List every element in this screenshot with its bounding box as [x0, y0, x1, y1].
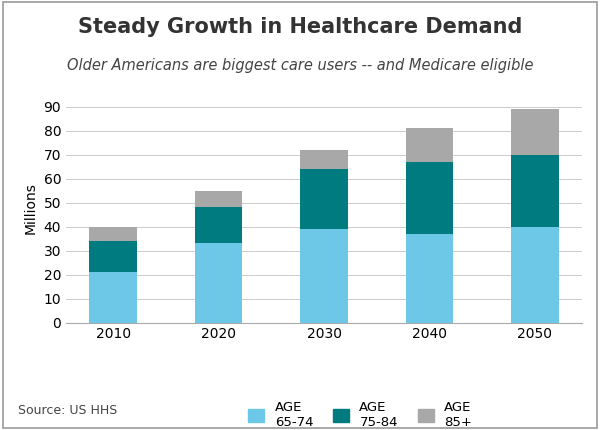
Legend: AGE
65-74, AGE
75-84, AGE
85+: AGE 65-74, AGE 75-84, AGE 85+ — [243, 396, 477, 430]
Bar — [300, 150, 348, 169]
Text: Steady Growth in Healthcare Demand: Steady Growth in Healthcare Demand — [78, 17, 522, 37]
Bar — [511, 227, 559, 322]
Bar — [89, 241, 137, 272]
Bar — [195, 207, 242, 243]
Bar — [300, 229, 348, 322]
Bar — [89, 272, 137, 322]
Text: Source: US HHS: Source: US HHS — [18, 404, 117, 417]
Bar — [511, 109, 559, 154]
Bar — [300, 169, 348, 229]
Bar — [89, 227, 137, 241]
Text: Older Americans are biggest care users -- and Medicare eligible: Older Americans are biggest care users -… — [67, 58, 533, 73]
Bar — [511, 154, 559, 227]
Y-axis label: Millions: Millions — [24, 183, 38, 234]
Bar — [195, 243, 242, 322]
Bar — [406, 162, 453, 234]
Bar — [406, 234, 453, 322]
Bar — [406, 128, 453, 162]
Bar — [195, 190, 242, 207]
